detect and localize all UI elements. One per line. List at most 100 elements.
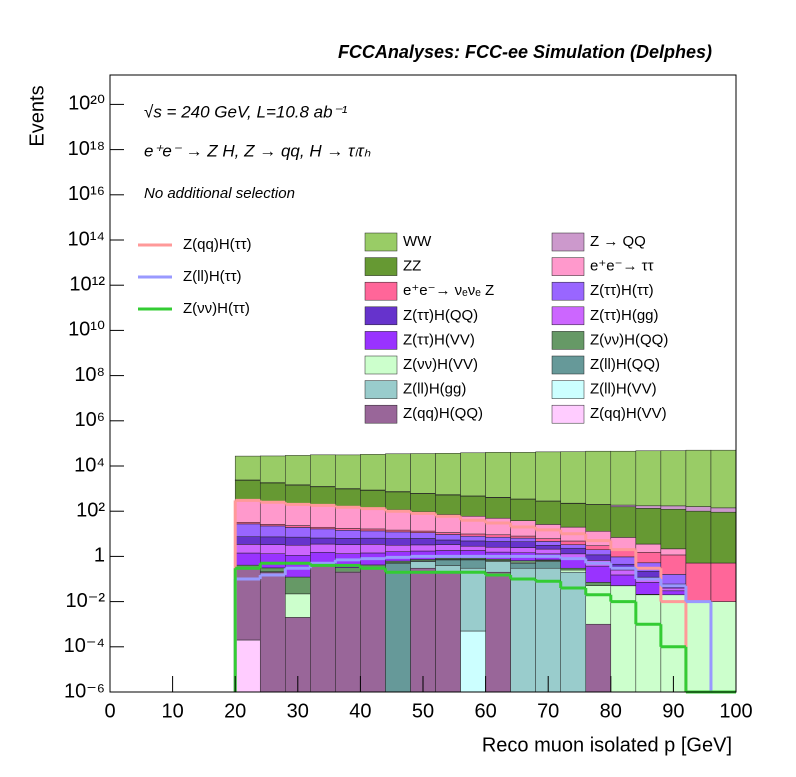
histogram-bar bbox=[486, 535, 511, 537]
legend-swatch bbox=[552, 258, 584, 276]
y-tick-label: 10⁸ bbox=[74, 364, 105, 386]
histogram-bar bbox=[310, 487, 335, 505]
histogram-bar bbox=[235, 480, 260, 499]
x-tick-label: 60 bbox=[474, 700, 496, 722]
annotation: √s = 240 GeV, L=10.8 ab⁻¹ bbox=[144, 102, 348, 121]
y-axis-label: Events bbox=[26, 85, 48, 146]
histogram-bar bbox=[586, 555, 611, 560]
histogram-bar bbox=[711, 450, 736, 508]
histogram-bar bbox=[461, 541, 486, 546]
histogram-bar bbox=[310, 504, 335, 527]
histogram-bar bbox=[285, 594, 310, 618]
histogram-bar bbox=[611, 507, 636, 538]
histogram-bar bbox=[511, 499, 536, 520]
legend-label: Z(νν)H(VV) bbox=[403, 356, 478, 373]
histogram-bar bbox=[461, 560, 486, 568]
legend-label: e⁺e⁻→ νₑνₑ Z bbox=[403, 282, 494, 299]
y-tick-label: 10⁶ bbox=[75, 409, 105, 431]
histogram-bar bbox=[486, 572, 511, 692]
histogram-bar bbox=[360, 529, 385, 531]
histogram-bar bbox=[486, 518, 511, 535]
histogram-bar bbox=[335, 568, 360, 572]
histogram-bar bbox=[335, 489, 360, 506]
histogram-bar bbox=[410, 454, 435, 494]
x-tick-label: 10 bbox=[161, 700, 183, 722]
histogram-bar bbox=[360, 531, 385, 538]
histogram-bar bbox=[561, 545, 586, 549]
histogram-bar bbox=[461, 546, 486, 550]
histogram-bar bbox=[586, 582, 611, 585]
histogram-bar bbox=[486, 537, 511, 541]
histogram-bar bbox=[260, 545, 285, 554]
histogram-bar bbox=[661, 588, 686, 591]
x-tick-label: 40 bbox=[349, 700, 371, 722]
histogram-bar bbox=[611, 451, 636, 505]
histogram-bar bbox=[436, 533, 461, 535]
legend-swatch bbox=[552, 307, 584, 325]
histogram-bar bbox=[410, 533, 435, 539]
legend-swatch bbox=[552, 282, 584, 300]
legend-label: Z(νν)H(QQ) bbox=[590, 331, 668, 348]
x-tick-label: 100 bbox=[719, 700, 752, 722]
histogram-bar bbox=[561, 568, 586, 570]
histogram-bar bbox=[436, 572, 461, 692]
histogram-bar bbox=[511, 536, 536, 538]
histogram-bar bbox=[711, 512, 736, 563]
histogram-bar bbox=[636, 506, 661, 509]
legend-swatch bbox=[365, 258, 397, 276]
histogram-bar bbox=[636, 571, 661, 577]
histogram-bar bbox=[235, 524, 260, 537]
histogram-bar bbox=[536, 549, 561, 554]
histogram-bar bbox=[686, 511, 711, 563]
histogram-bar bbox=[586, 624, 611, 692]
histogram-bar bbox=[235, 537, 260, 545]
histogram-bar bbox=[385, 510, 410, 530]
histogram-bar bbox=[561, 572, 586, 692]
histogram-bar bbox=[285, 526, 310, 528]
histogram-bar bbox=[335, 572, 360, 692]
histogram-bar bbox=[586, 531, 611, 545]
histogram-bar bbox=[310, 455, 335, 487]
histogram-bar bbox=[486, 561, 511, 572]
histogram-bar bbox=[310, 538, 335, 544]
histogram-bar bbox=[260, 554, 285, 568]
histogram-bar bbox=[636, 544, 661, 552]
histogram-bar bbox=[536, 501, 561, 524]
y-tick-label: 1 bbox=[94, 545, 105, 567]
y-tick-label: 10² bbox=[76, 499, 105, 521]
histogram-bar bbox=[235, 456, 260, 480]
histogram-bar bbox=[436, 540, 461, 545]
histogram-bar bbox=[661, 574, 686, 584]
legend-label: Z(qq)H(QQ) bbox=[403, 405, 483, 422]
histogram-bar bbox=[436, 545, 461, 551]
histogram-bar bbox=[661, 549, 686, 555]
x-tick-label: 90 bbox=[662, 700, 684, 722]
histogram-bar bbox=[661, 506, 686, 509]
legend-swatch bbox=[365, 282, 397, 300]
histogram-bar bbox=[385, 532, 410, 539]
histogram-bar bbox=[536, 539, 561, 542]
histogram-bar bbox=[260, 572, 285, 692]
legend-swatch bbox=[552, 381, 584, 399]
y-tick-label: 10¹⁶ bbox=[68, 183, 105, 205]
histogram-bar bbox=[385, 563, 410, 692]
legend-label: Z(ll)H(QQ) bbox=[590, 356, 660, 373]
histogram-bar bbox=[711, 602, 736, 692]
histogram-bar bbox=[611, 570, 636, 575]
histogram-bar bbox=[686, 507, 711, 512]
histogram-bar bbox=[511, 548, 536, 553]
histogram-bar bbox=[461, 536, 486, 541]
histogram-bar bbox=[686, 602, 711, 692]
histogram-bar bbox=[235, 544, 260, 553]
histogram-bar bbox=[511, 568, 536, 692]
histogram-bar bbox=[561, 548, 586, 554]
histogram-bar bbox=[561, 503, 586, 527]
histogram-bar bbox=[410, 538, 435, 544]
histogram-bar bbox=[360, 544, 385, 553]
y-tick-label: 10⁻⁶ bbox=[64, 680, 105, 702]
histogram-bar bbox=[461, 496, 486, 516]
histogram-bar bbox=[260, 501, 285, 524]
x-tick-label: 50 bbox=[412, 700, 434, 722]
histogram-bar bbox=[636, 582, 661, 594]
